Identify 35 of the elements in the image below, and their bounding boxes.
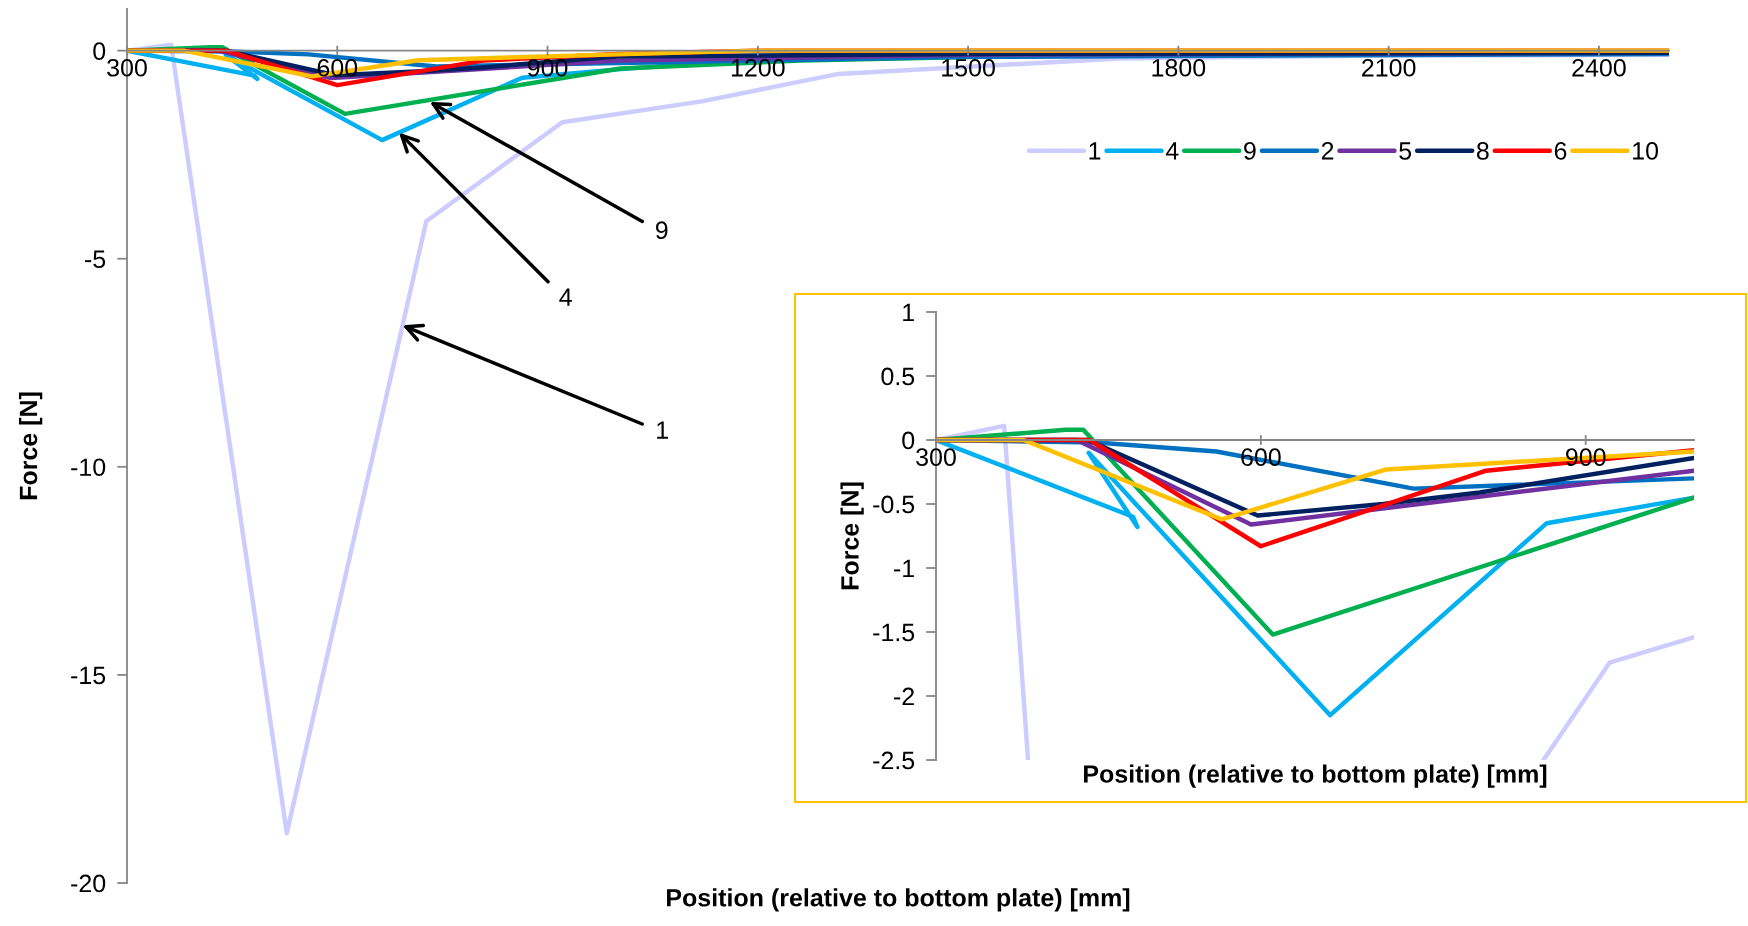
y-axis-title: Force [N] (18, 392, 43, 500)
x-tick-label: 300 (916, 448, 956, 466)
legend-label: 2 (1321, 142, 1334, 160)
y-tick-label: 0 (902, 431, 915, 450)
legend-label: 10 (1633, 142, 1659, 160)
x-tick-label: 2100 (1362, 58, 1416, 77)
x-tick-label: 300 (107, 58, 147, 77)
annotation: 1 (657, 421, 668, 439)
legend-label: 5 (1399, 142, 1412, 160)
legend-label: 8 (1476, 142, 1489, 160)
x-tick-label: 1800 (1152, 58, 1206, 77)
annotation: 9 (655, 221, 668, 240)
legend-label: 4 (1165, 142, 1179, 160)
x-tick-label: 1200 (731, 58, 785, 77)
y-tick-label: -0.5 (873, 495, 915, 514)
legend-label: 1 (1089, 142, 1101, 160)
y-tick-label: -2.5 (873, 751, 915, 770)
x-axis-title: Position (relative to bottom plate) [mm] (667, 888, 1130, 912)
y-tick-label: -1 (894, 559, 914, 578)
y-tick-label: -1.5 (873, 623, 915, 642)
x-tick-label: 1500 (942, 58, 995, 77)
y-axis-title: Force [N] (840, 482, 864, 590)
x-axis-title: Position (relative to bottom plate) [mm] (1084, 764, 1547, 788)
annotation: 4 (559, 288, 572, 306)
y-tick-label: -5 (85, 250, 106, 269)
x-tick-label: 2400 (1572, 58, 1626, 77)
legend-label: 6 (1554, 142, 1567, 160)
y-tick-label: 0.5 (881, 367, 915, 386)
y-tick-label: -20 (71, 874, 106, 893)
y-tick-label: -10 (71, 458, 106, 477)
legend-label: 9 (1244, 142, 1256, 160)
y-tick-label: -15 (71, 666, 106, 685)
y-tick-label: 0 (93, 42, 106, 60)
y-tick-label: -2 (894, 687, 914, 706)
y-tick-label: 1 (903, 303, 914, 322)
